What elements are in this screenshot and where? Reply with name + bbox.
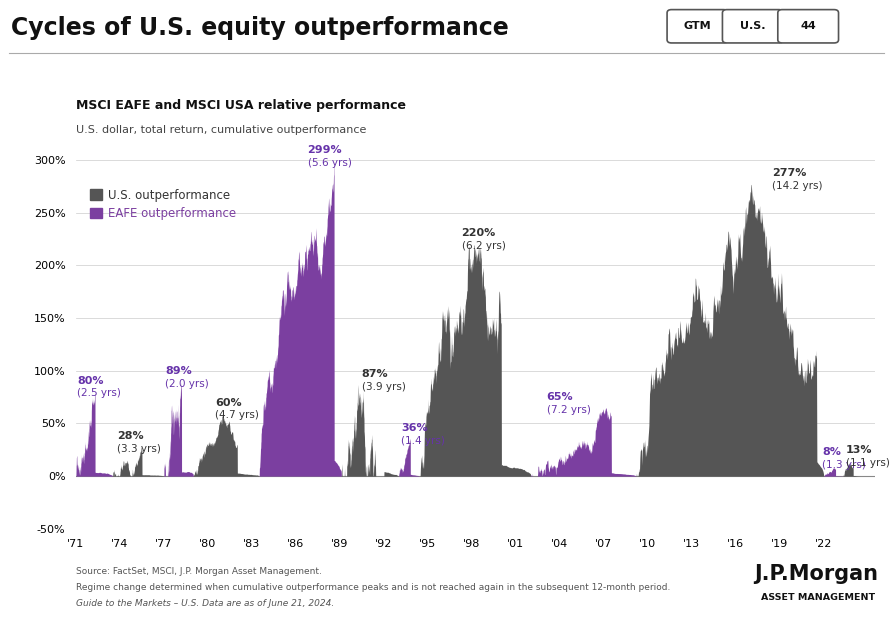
Text: 80%: 80% <box>78 376 104 385</box>
Legend: U.S. outperformance, EAFE outperformance: U.S. outperformance, EAFE outperformance <box>90 188 236 220</box>
Text: Guide to the Markets – U.S. Data are as of June 21, 2024.: Guide to the Markets – U.S. Data are as … <box>76 599 334 608</box>
Text: (1.4 yrs): (1.4 yrs) <box>402 436 446 445</box>
Text: Cycles of U.S. equity outperformance: Cycles of U.S. equity outperformance <box>11 16 508 40</box>
Text: 89%: 89% <box>165 366 192 376</box>
Text: (4.7 yrs): (4.7 yrs) <box>215 410 259 420</box>
Text: (1.1 yrs): (1.1 yrs) <box>846 458 889 468</box>
Text: 60%: 60% <box>215 397 242 408</box>
Text: 277%: 277% <box>772 168 807 178</box>
Text: (14.2 yrs): (14.2 yrs) <box>772 181 823 190</box>
Text: (2.5 yrs): (2.5 yrs) <box>78 388 121 398</box>
Text: Source: FactSet, MSCI, J.P. Morgan Asset Management.: Source: FactSet, MSCI, J.P. Morgan Asset… <box>76 567 321 576</box>
Text: (7.2 yrs): (7.2 yrs) <box>547 405 590 415</box>
Text: 13%: 13% <box>846 445 872 455</box>
Text: 28%: 28% <box>117 431 144 442</box>
Text: 8%: 8% <box>822 447 841 457</box>
Text: GTM: GTM <box>684 21 711 31</box>
Text: 87%: 87% <box>362 369 388 379</box>
Text: 220%: 220% <box>462 228 496 238</box>
Text: 299%: 299% <box>307 145 342 154</box>
Text: ASSET MANAGEMENT: ASSET MANAGEMENT <box>761 593 875 602</box>
Text: (6.2 yrs): (6.2 yrs) <box>462 240 505 251</box>
Text: J.P.Morgan: J.P.Morgan <box>755 564 879 584</box>
Text: (5.6 yrs): (5.6 yrs) <box>307 158 352 169</box>
Text: Regime change determined when cumulative outperformance peaks and is not reached: Regime change determined when cumulative… <box>76 583 671 592</box>
Text: 36%: 36% <box>402 423 428 433</box>
Text: (1.3 yrs): (1.3 yrs) <box>822 460 866 470</box>
Text: 44: 44 <box>800 21 816 31</box>
Text: (3.9 yrs): (3.9 yrs) <box>362 382 405 392</box>
Text: MSCI EAFE and MSCI USA relative performance: MSCI EAFE and MSCI USA relative performa… <box>76 99 406 112</box>
Text: (2.0 yrs): (2.0 yrs) <box>165 379 209 388</box>
Text: 65%: 65% <box>547 392 573 403</box>
Text: U.S. dollar, total return, cumulative outperformance: U.S. dollar, total return, cumulative ou… <box>76 124 366 135</box>
Text: (3.3 yrs): (3.3 yrs) <box>117 444 161 454</box>
Text: U.S.: U.S. <box>740 21 765 31</box>
